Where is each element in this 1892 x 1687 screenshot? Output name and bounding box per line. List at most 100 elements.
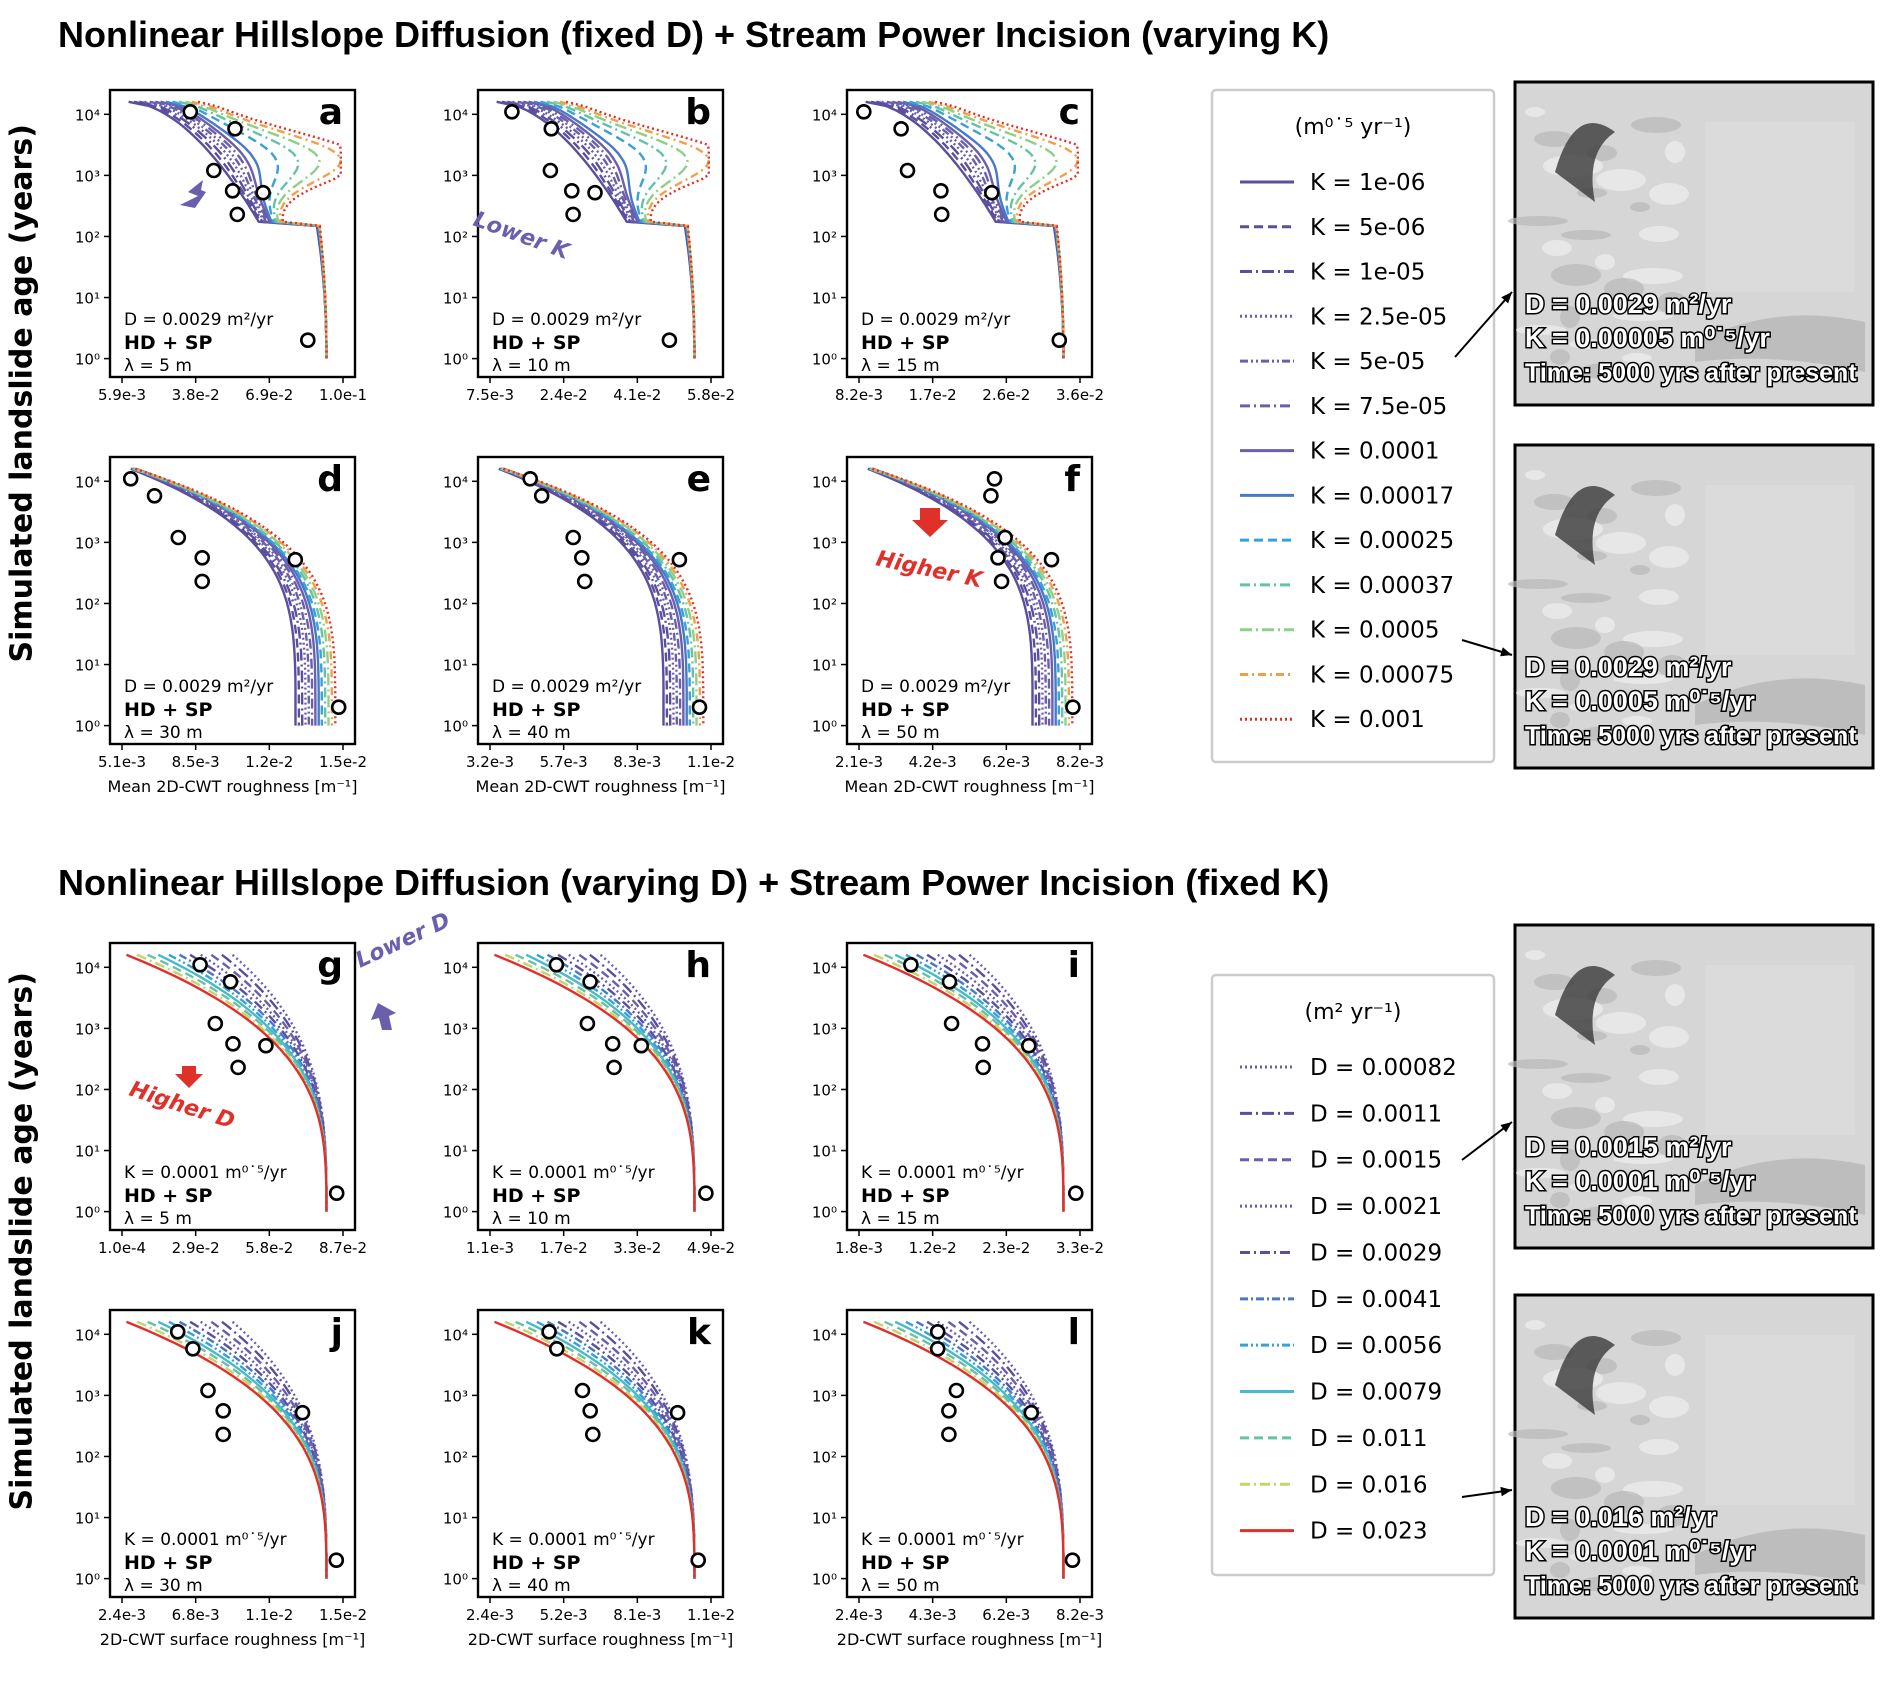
model-label: HD + SP <box>492 332 581 354</box>
y-tick-label: 10⁰ <box>443 1571 468 1589</box>
terrain-shade <box>1613 674 1673 684</box>
series-line-3 <box>499 467 672 726</box>
observed-point <box>899 162 916 179</box>
x-tick-label: 3.3e-2 <box>613 1239 661 1257</box>
observed-points <box>522 470 708 716</box>
series-line-13 <box>134 467 337 726</box>
series-line-11 <box>133 467 330 726</box>
model-label: HD + SP <box>861 1185 950 1207</box>
y-tick-label: 10² <box>812 228 837 246</box>
x-tick-label: 8.2e-3 <box>835 386 883 404</box>
y-tick-label: 10¹ <box>443 1143 468 1161</box>
legend-label: K = 0.00037 <box>1310 573 1454 599</box>
observed-points <box>983 470 1081 716</box>
model-label: HD + SP <box>124 1552 213 1574</box>
observed-points <box>122 470 347 716</box>
observed-point <box>541 1324 557 1340</box>
observed-point <box>200 1382 216 1399</box>
x-tick-label: 1.2e-2 <box>245 753 293 771</box>
terrain-shade <box>1623 1481 1683 1497</box>
x-tick-label: 5.2e-3 <box>540 1606 588 1624</box>
curves <box>867 467 1074 726</box>
y-tick-label: 10² <box>75 595 100 613</box>
x-tick-label: 4.3e-3 <box>909 1606 957 1624</box>
legend-label: D = 0.0029 <box>1310 1240 1442 1266</box>
y-tick-label: 10⁰ <box>812 351 837 369</box>
x-tick-label: 1.1e-2 <box>687 1606 735 1624</box>
panel-letter: h <box>685 945 711 986</box>
y-tick-label: 10¹ <box>812 657 837 675</box>
observed-point <box>671 551 688 568</box>
x-tick-label: 2.4e-2 <box>540 386 588 404</box>
inset-caption: K = 0.0005 m⁰˙⁵/yr <box>1525 686 1755 716</box>
x-tick-label: 3.2e-3 <box>466 753 514 771</box>
terrain-shade <box>1561 1443 1611 1453</box>
y-tick-label: 10² <box>443 1081 468 1099</box>
flat-plain <box>1705 485 1855 655</box>
terrain-shade <box>1604 641 1644 663</box>
x-tick-label: 5.7e-3 <box>540 753 588 771</box>
observed-point <box>565 529 582 546</box>
x-axis-label: 2D-CWT surface roughness [m⁻¹] <box>468 1630 733 1649</box>
legend-label: D = 0.00082 <box>1310 1055 1457 1081</box>
terrain-shade <box>1550 349 1570 365</box>
legend-label: K = 2.5e-05 <box>1310 304 1447 330</box>
series-line-9 <box>540 100 696 359</box>
panel-frame <box>108 88 357 379</box>
observed-point <box>215 1403 231 1419</box>
terrain-shade <box>1665 1354 1685 1376</box>
series-line-4 <box>500 467 675 726</box>
observed-point <box>206 162 222 179</box>
terrain-shade <box>1560 669 1580 691</box>
curves <box>125 1320 328 1579</box>
terrain-shade <box>1649 546 1689 568</box>
observed-points <box>504 104 678 349</box>
terrain-shade <box>1622 353 1652 363</box>
legend-label: K = 1e-05 <box>1310 260 1425 286</box>
terrain-shade <box>1639 226 1679 242</box>
terrain-shade <box>1631 1330 1681 1346</box>
lambda-label: λ = 10 m <box>492 1209 571 1229</box>
x-tick-label: 2.9e-2 <box>172 1239 220 1257</box>
series-line-4 <box>132 467 307 726</box>
y-tick-label: 10¹ <box>812 1143 837 1161</box>
y-tick-label: 10³ <box>443 534 468 552</box>
observed-points <box>541 1324 707 1568</box>
x-tick-label: 1.7e-2 <box>540 1239 588 1257</box>
series-line-4 <box>869 467 1044 726</box>
legend-label: D = 0.0015 <box>1310 1148 1442 1174</box>
panel-letter: a <box>319 92 343 133</box>
observed-point <box>1065 699 1081 716</box>
y-tick-label: 10⁰ <box>443 351 468 369</box>
param-label: D = 0.0029 m²/yr <box>492 677 641 697</box>
terrain-shade <box>1525 107 1545 117</box>
y-tick-label: 10¹ <box>443 1510 468 1528</box>
panel-frame <box>845 1308 1094 1599</box>
legend-label: K = 0.0005 <box>1310 618 1439 644</box>
panel-k: k 10⁴ 10³ 10² 10¹ 10⁰ 2.4e-3 5.2e-3 8.1e-3 1.1e-2… <box>443 1308 735 1649</box>
lambda-label: λ = 50 m <box>861 723 940 743</box>
terrain-shade <box>1596 1382 1646 1404</box>
curves <box>128 100 343 359</box>
series-line-13 <box>934 100 1079 359</box>
panel-d: d 10⁴ 10³ 10² 10¹ 10⁰ 5.1e-3 8.5e-3 1.2e-2 1.5e-2… <box>75 455 367 796</box>
terrain-shade <box>1630 565 1650 575</box>
observed-point <box>941 1403 957 1419</box>
x-axis-label: 2D-CWT surface roughness [m⁻¹] <box>837 1630 1102 1649</box>
panel-g: g 10⁴ 10³ 10² 10¹ 10⁰ 1.0e-4 2.9e-2 5.8e-2 8.7e-2… <box>75 941 367 1257</box>
observed-point <box>986 470 1003 487</box>
terrain-shade <box>1560 1519 1580 1541</box>
terrain-shade <box>1657 655 1687 677</box>
terrain-shade <box>1569 702 1609 712</box>
observed-point <box>587 184 603 201</box>
legend-label: K = 0.001 <box>1310 707 1425 733</box>
bottom-section-title: Nonlinear Hillslope Diffusion (varying D… <box>58 862 1330 903</box>
observed-point <box>194 573 210 590</box>
flat-plain <box>1705 965 1855 1135</box>
y-tick-label: 10⁰ <box>812 1204 837 1222</box>
panel-letter: k <box>687 1312 712 1353</box>
map-inset-2: D = 0.0029 m²/yr K = 0.0005 m⁰˙⁵/yr Time: … <box>1461 443 1875 770</box>
map-inset-1: D = 0.0029 m²/yr K = 0.00005 m⁰˙⁵/yr Time:… <box>1454 80 1875 407</box>
terrain-shade <box>1508 1429 1568 1439</box>
param-label: D = 0.0029 m²/yr <box>861 677 1010 697</box>
